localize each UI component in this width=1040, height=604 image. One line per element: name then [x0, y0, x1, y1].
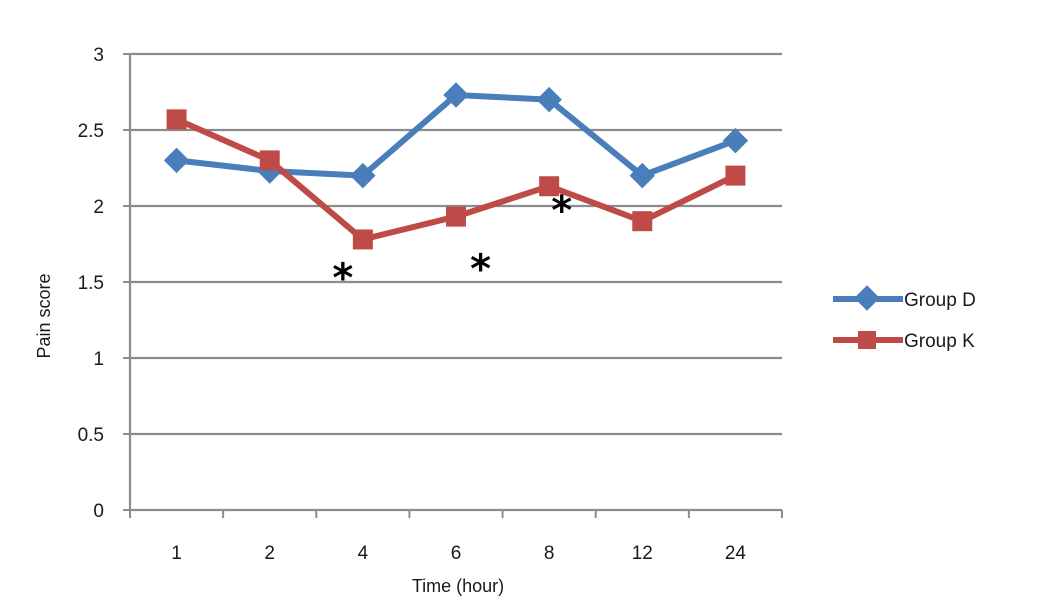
significance-asterisk: *: [332, 255, 353, 301]
legend: Group D Group K: [833, 285, 976, 352]
legend-label-group-d: Group D: [904, 290, 976, 311]
data-point-group-k: [539, 176, 560, 197]
x-tick-label: 2: [264, 543, 275, 564]
data-series: [163, 82, 749, 250]
legend-item-group-k: Group K: [833, 331, 975, 352]
x-tick-label: 6: [451, 543, 462, 564]
significance-asterisk: *: [470, 247, 491, 293]
y-axis-title: Pain score: [34, 273, 54, 358]
data-point-group-k: [352, 229, 373, 250]
legend-label-group-k: Group K: [904, 331, 975, 352]
gridlines: [130, 52, 782, 436]
x-tick-label: 1: [171, 543, 182, 564]
legend-marker-group-d: [854, 285, 880, 311]
data-point-group-k: [259, 150, 280, 171]
x-axis-title: Time (hour): [412, 576, 504, 596]
data-point-group-k: [632, 211, 653, 232]
significance-asterisk: *: [551, 188, 572, 234]
y-tick-label: 2: [93, 197, 104, 218]
y-tick-labels: 0 0.5 1 1.5 2 2.5 3: [78, 45, 104, 522]
y-tick-label: 3: [93, 45, 104, 66]
data-point-group-d: [629, 162, 656, 189]
data-point-group-d: [350, 162, 376, 189]
y-tick-label: 0: [93, 501, 104, 522]
legend-marker-group-k: [858, 331, 876, 349]
data-point-group-k: [446, 206, 466, 227]
y-tick-label: 2.5: [78, 121, 104, 142]
x-tick-label: 8: [544, 543, 555, 564]
data-point-group-d: [163, 147, 190, 174]
legend-item-group-d: Group D: [833, 285, 976, 311]
axes: [123, 53, 783, 518]
data-point-group-d: [722, 127, 749, 154]
x-tick-label: 4: [358, 543, 369, 564]
y-tick-label: 0.5: [78, 425, 104, 446]
data-point-group-k: [166, 109, 187, 130]
y-tick-label: 1.5: [78, 273, 104, 294]
data-point-group-k: [725, 165, 746, 186]
x-tick-label: 24: [725, 543, 747, 564]
y-tick-label: 1: [93, 349, 104, 370]
data-point-group-d: [536, 86, 562, 113]
x-tick-label: 12: [632, 543, 653, 564]
x-tick-labels: 1 2 4 6 8 12 24: [171, 543, 746, 564]
significance-annotations: * * *: [332, 188, 572, 301]
data-point-group-d: [443, 82, 469, 108]
